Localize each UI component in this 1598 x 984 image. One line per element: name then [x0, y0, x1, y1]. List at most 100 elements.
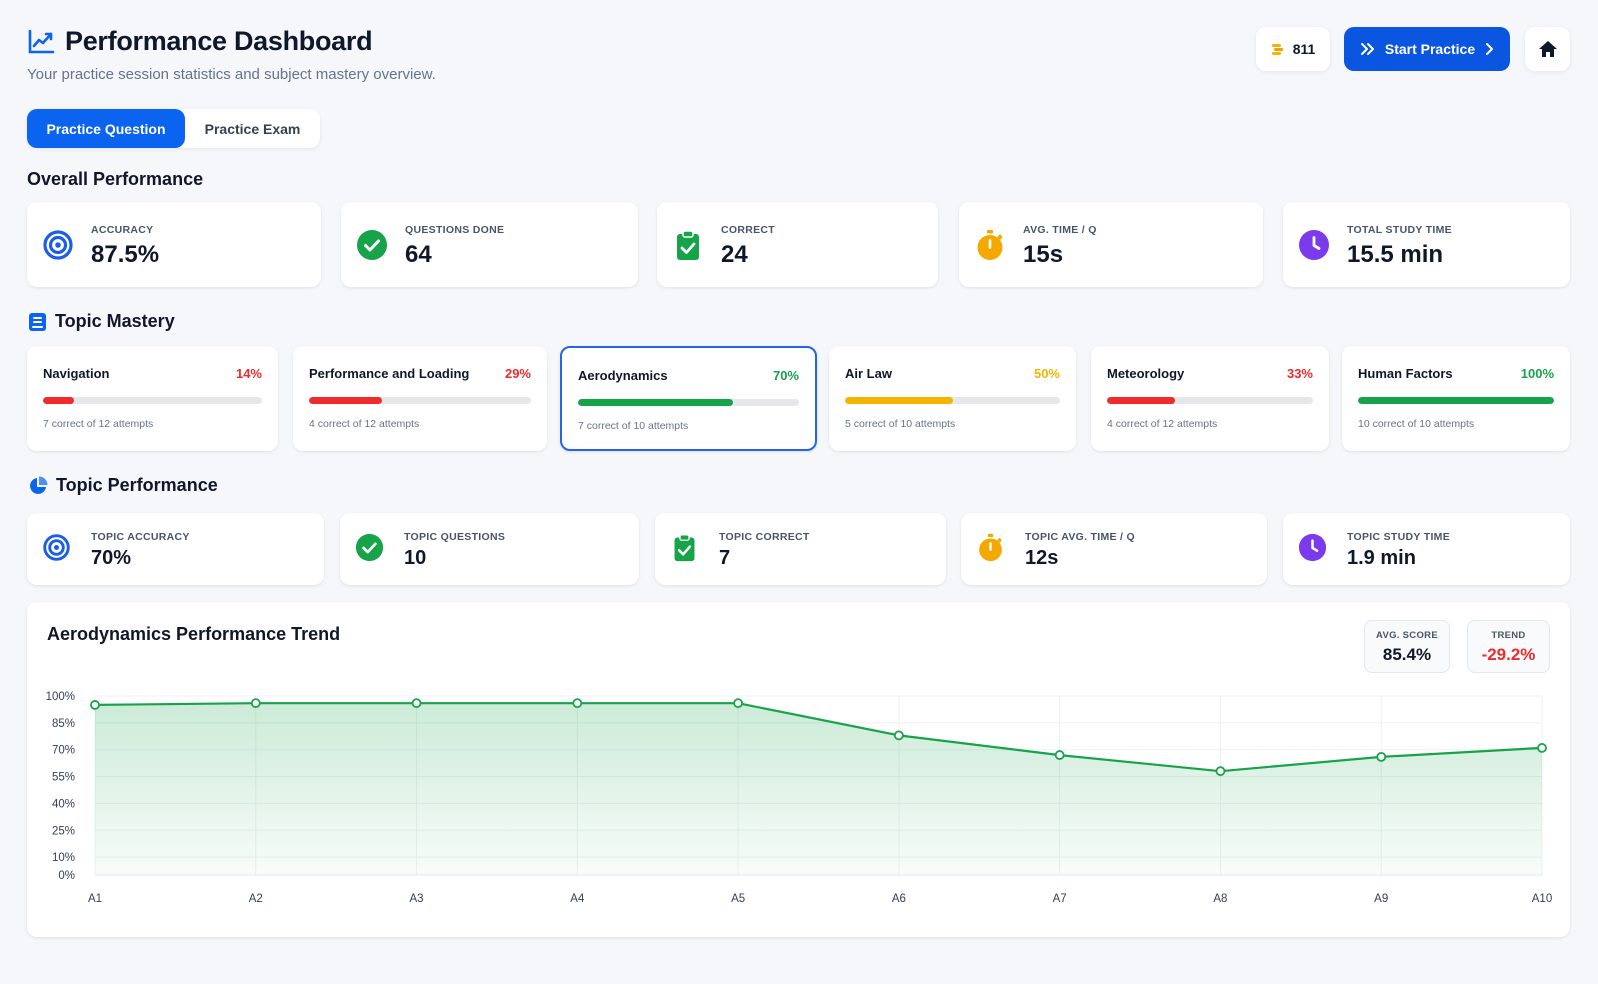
topic-progress-track [845, 397, 1060, 404]
topic-card-performance-and-loading[interactable]: Performance and Loading 29% 4 correct of… [293, 346, 547, 451]
topic-performance-heading: Topic Performance [28, 475, 218, 496]
stat-value: 64 [405, 241, 432, 268]
y-tick-label: 10% [52, 852, 75, 864]
topic-progress-fill [578, 399, 733, 406]
overall-performance-title: Overall Performance [27, 169, 204, 189]
stopwatch-icon [979, 533, 1002, 562]
topic-percent: 14% [235, 366, 262, 381]
stat-icon-wrap [42, 229, 74, 261]
target-icon [43, 229, 73, 260]
stat-card-topic-accuracy: TOPIC ACCURACY 70% [27, 513, 324, 585]
double-chevron-right-icon [1360, 43, 1374, 55]
topic-progress-track [578, 399, 799, 406]
stat-label: QUESTIONS DONE [405, 224, 505, 236]
stat-value: 7 [719, 547, 731, 569]
coins-count: 811 [1292, 41, 1316, 57]
page-subtitle: Your practice session statistics and sub… [27, 66, 436, 83]
topic-percent: 33% [1286, 366, 1313, 381]
y-tick-label: 25% [52, 825, 75, 837]
topic-percent: 29% [504, 366, 531, 381]
tab-practice-exam[interactable]: Practice Exam [204, 120, 301, 137]
stat-icon-wrap [355, 533, 387, 565]
stat-label: CORRECT [721, 224, 776, 236]
stat-label: AVG. TIME / Q [1023, 224, 1097, 236]
topic-progress-fill [1107, 397, 1175, 404]
pie-chart-icon [30, 476, 48, 494]
trend-chart-card: Aerodynamics Performance Trend AVG. SCOR… [27, 602, 1570, 937]
coins-icon [1271, 44, 1283, 55]
x-tick-label: A6 [892, 893, 906, 905]
stat-icon-wrap [356, 229, 388, 261]
check-circle-icon [357, 229, 387, 260]
topic-name: Navigation [43, 366, 110, 381]
topic-card-navigation[interactable]: Navigation 14% 7 correct of 12 attempts [27, 346, 278, 451]
topic-card-aerodynamics[interactable]: Aerodynamics 70% 7 correct of 10 attempt… [560, 346, 817, 451]
stat-card-correct: CORRECT 24 [657, 202, 938, 287]
y-tick-label: 70% [52, 745, 75, 757]
stat-label: TOPIC STUDY TIME [1347, 531, 1451, 543]
title-row: Performance Dashboard [27, 26, 373, 57]
home-button[interactable] [1525, 27, 1570, 71]
x-tick-label: A2 [249, 893, 263, 905]
topic-progress-fill [309, 397, 383, 404]
stat-value: 70% [91, 547, 132, 569]
stat-label: TOPIC ACCURACY [91, 531, 190, 543]
x-tick-label: A8 [1213, 893, 1227, 905]
stopwatch-icon [977, 229, 1003, 260]
y-tick-label: 100% [46, 691, 75, 703]
trend-value: -29.2% [1481, 645, 1536, 664]
chart-title: Aerodynamics Performance Trend [47, 624, 341, 644]
stat-icon-wrap [670, 533, 702, 565]
clipboard-check-icon [677, 229, 699, 260]
coins-badge[interactable]: 811 [1256, 27, 1330, 71]
y-tick-label: 55% [52, 772, 75, 784]
x-tick-label: A4 [570, 893, 585, 905]
trend-point [1215, 766, 1226, 777]
topic-progress-track [309, 397, 531, 404]
stat-value: 12s [1025, 547, 1059, 569]
topic-card-human-factors[interactable]: Human Factors 100% 10 correct of 10 atte… [1342, 346, 1570, 451]
trend-label: TREND [1491, 630, 1526, 641]
y-tick-label: 0% [58, 870, 75, 882]
x-tick-label: A5 [731, 893, 745, 905]
topic-progress-track [1107, 397, 1313, 404]
topic-attempts: 5 correct of 10 attempts [845, 418, 956, 430]
stat-card-topic-study-time: TOPIC STUDY TIME 1.9 min [1283, 513, 1570, 585]
page-title: Performance Dashboard [65, 26, 373, 56]
stat-card-questions-done: QUESTIONS DONE 64 [341, 202, 638, 287]
trend-point [1054, 750, 1065, 760]
trend-point [572, 698, 583, 709]
topic-mastery-title: Topic Mastery [55, 311, 175, 331]
x-tick-label: A1 [88, 893, 102, 905]
topic-card-meteorology[interactable]: Meteorology 33% 4 correct of 12 attempts [1091, 346, 1329, 451]
topic-name: Meteorology [1107, 366, 1185, 381]
trend-point [893, 730, 904, 741]
home-icon [1538, 41, 1557, 57]
trend-chart-icon [28, 29, 55, 53]
check-circle-icon [355, 533, 384, 562]
stat-value: 15s [1023, 241, 1064, 268]
topic-name: Performance and Loading [309, 366, 470, 381]
topic-performance-title: Topic Performance [56, 475, 218, 495]
tab-practice-question[interactable]: Practice Question [27, 109, 185, 148]
trend-point [250, 698, 261, 709]
topic-name: Aerodynamics [578, 368, 668, 383]
stat-icon-wrap [42, 533, 74, 565]
trend-chart: 0% 10% 25% 40% 55% 70% 85% 100% A1 A2 A3 A4 A5 A6 A7 A8… [46, 691, 1553, 905]
topic-attempts: 7 correct of 12 attempts [43, 418, 154, 430]
overall-performance-heading: Overall Performance [27, 169, 203, 190]
y-tick-label: 40% [52, 798, 75, 810]
stat-card-accuracy: ACCURACY 87.5% [27, 202, 321, 287]
topic-card-air-law[interactable]: Air Law 50% 5 correct of 10 attempts [829, 346, 1076, 451]
book-icon [29, 312, 46, 331]
stat-label: TOPIC QUESTIONS [404, 531, 506, 543]
stat-label: TOPIC AVG. TIME / Q [1025, 531, 1135, 543]
trend-point [90, 700, 100, 710]
trend-point [411, 698, 422, 709]
stat-card-topic-avg-time-q: TOPIC AVG. TIME / Q 12s [961, 513, 1267, 585]
topic-attempts: 10 correct of 10 attempts [1358, 418, 1475, 430]
stat-label: ACCURACY [91, 224, 154, 236]
start-practice-button[interactable]: Start Practice [1344, 27, 1510, 71]
stat-icon-wrap [974, 229, 1006, 261]
x-tick-label: A9 [1374, 893, 1388, 905]
